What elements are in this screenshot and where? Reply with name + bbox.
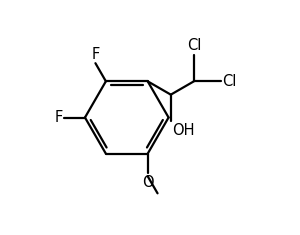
Text: Cl: Cl <box>187 39 201 53</box>
Text: F: F <box>55 110 63 125</box>
Text: OH: OH <box>172 122 194 137</box>
Text: F: F <box>91 47 100 62</box>
Text: Cl: Cl <box>222 74 236 89</box>
Text: O: O <box>142 175 154 190</box>
